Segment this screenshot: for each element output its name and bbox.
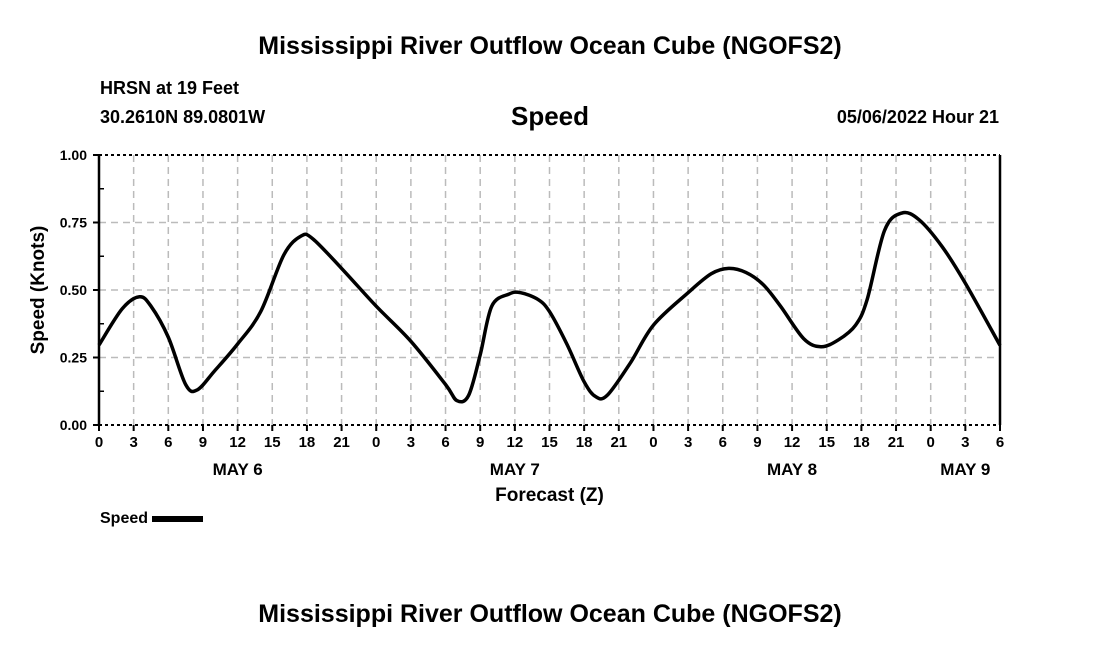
coordinates-label: 30.2610N 89.0801W [100,107,266,127]
x-tick-label: 21 [333,434,350,451]
legend-label: Speed [100,510,149,527]
y-tick-label: 0.00 [60,417,87,433]
x-tick-label: 9 [199,434,207,451]
x-tick-label: 3 [684,434,692,451]
x-tick-label: 9 [753,434,761,451]
x-tick-label: 21 [888,434,905,451]
station-label: HRSN at 19 Feet [100,78,240,98]
x-tick-label: 0 [649,434,657,451]
x-tick-label: 12 [507,434,524,451]
x-tick-label: 6 [996,434,1004,451]
x-tick-label: 3 [129,434,137,451]
x-tick-label: 18 [299,434,316,451]
x-axis-label: Forecast (Z) [495,485,604,506]
x-tick-label: 21 [610,434,627,451]
footer-title: Mississippi River Outflow Ocean Cube (NG… [258,600,842,628]
y-tick-label: 1.00 [60,147,87,163]
x-tick-label: 6 [441,434,449,451]
x-tick-label: 18 [853,434,870,451]
legend-line-swatch [152,516,204,522]
y-tick-label: 0.25 [60,350,87,366]
x-tick-label: 3 [407,434,415,451]
x-tick-label: 6 [164,434,172,451]
x-tick-label: 15 [541,434,558,451]
x-tick-label: 18 [576,434,593,451]
x-tick-label: 15 [264,434,281,451]
x-tick-label: 0 [372,434,380,451]
day-label: MAY 6 [213,460,263,479]
x-tick-label: 9 [476,434,484,451]
x-tick-label: 0 [927,434,935,451]
x-tick-label: 6 [719,434,727,451]
y-tick-label: 0.75 [60,215,87,231]
x-tick-label: 15 [818,434,835,451]
x-tick-label: 12 [229,434,246,451]
x-tick-label: 12 [784,434,801,451]
datetime-label: 05/06/2022 Hour 21 [836,107,999,127]
series-line-speed [97,210,1002,404]
day-label: MAY 8 [767,460,817,479]
chart-title: Mississippi River Outflow Ocean Cube (NG… [258,32,842,60]
x-tick-label: 3 [961,434,969,451]
day-label: MAY 9 [940,460,990,479]
legend: Speed [100,510,204,528]
y-axis-label: Speed (Knots) [28,226,49,355]
x-tick-label: 0 [95,434,103,451]
variable-title: Speed [510,101,590,131]
y-tick-label: 0.50 [60,282,87,298]
day-label: MAY 7 [490,460,540,479]
